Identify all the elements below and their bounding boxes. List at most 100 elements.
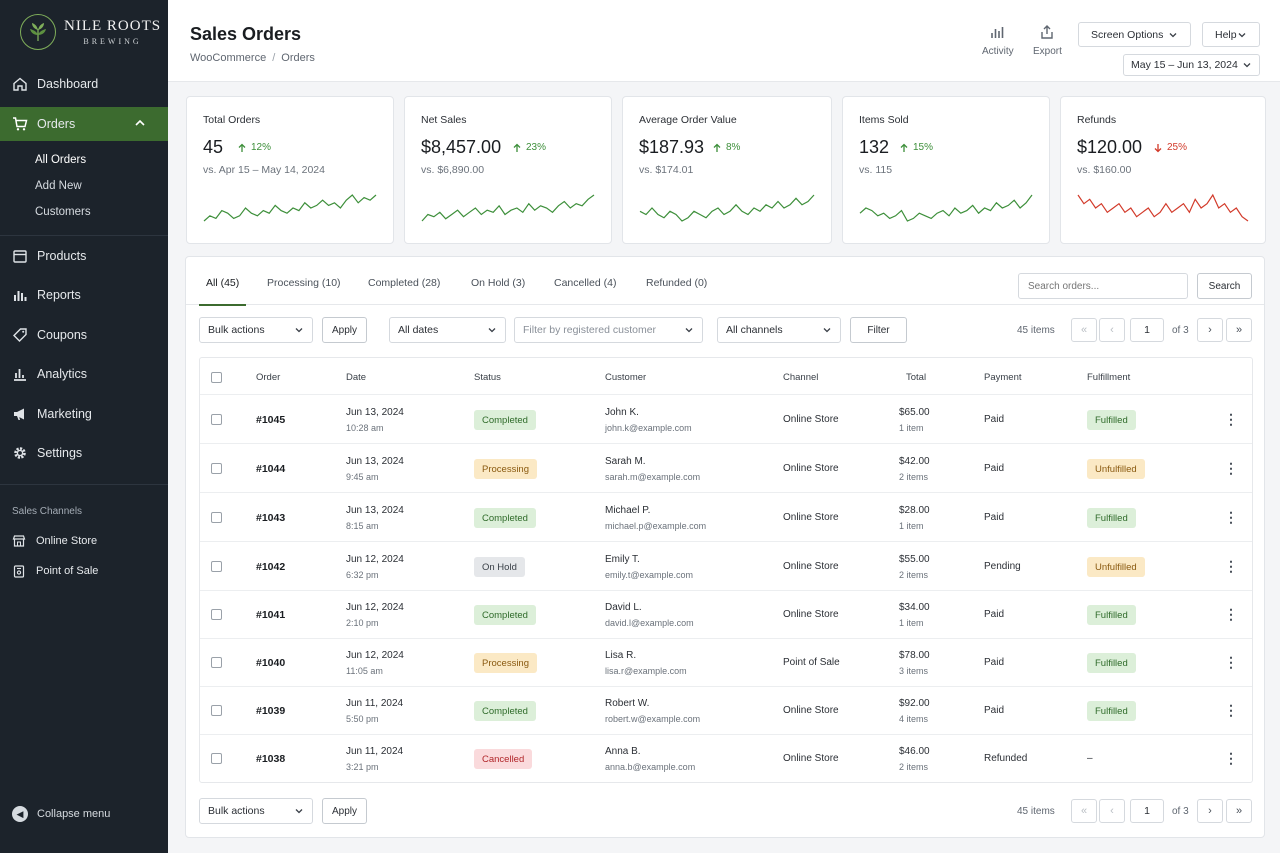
first-page-button[interactable]: «: [1071, 318, 1097, 342]
row-checkbox[interactable]: [211, 753, 222, 764]
sidebar-item-reports[interactable]: Reports: [0, 278, 168, 312]
row-checkbox[interactable]: [211, 609, 222, 620]
sidebar-item-dashboard[interactable]: Dashboard: [0, 67, 168, 101]
first-page-button-bottom[interactable]: «: [1071, 799, 1097, 823]
tab-all[interactable]: All (45): [206, 277, 240, 289]
tab-on-hold[interactable]: On Hold (3): [471, 277, 526, 289]
row-actions-kebab-icon[interactable]: ⋮: [1224, 558, 1238, 574]
customer-name[interactable]: Lisa R.: [605, 650, 637, 661]
next-page-button-bottom[interactable]: ›: [1197, 799, 1223, 823]
bulk-actions-select-bottom[interactable]: Bulk actions: [199, 798, 313, 824]
apply-button-bottom[interactable]: Apply: [322, 798, 367, 824]
sidebar-item-coupons[interactable]: Coupons: [0, 318, 168, 352]
channel-online-store[interactable]: Online Store: [12, 534, 97, 548]
sidebar-item-marketing[interactable]: Marketing: [0, 397, 168, 431]
last-page-button[interactable]: »: [1226, 318, 1252, 342]
row-checkbox[interactable]: [211, 512, 222, 523]
tab-processing[interactable]: Processing (10): [267, 277, 341, 289]
customer-name[interactable]: Emily T.: [605, 554, 640, 565]
table-row[interactable]: #1042 Jun 12, 2024 6:32 pm On Hold Emily T. e…: [200, 541, 1252, 590]
sidebar-subitem-add-new[interactable]: Add New: [35, 180, 82, 192]
table-row[interactable]: #1045 Jun 13, 2024 10:28 am Completed John K…: [200, 394, 1252, 444]
help-button[interactable]: Help: [1202, 22, 1260, 47]
row-actions-kebab-icon[interactable]: ⋮: [1224, 702, 1238, 718]
row-actions-kebab-icon[interactable]: ⋮: [1224, 460, 1238, 476]
table-row[interactable]: #1040 Jun 12, 2024 11:05 am Processing Lisa …: [200, 638, 1252, 686]
stat-card-refunds[interactable]: Refunds $120.00 25% vs. $160.00: [1060, 96, 1266, 244]
screen-options-button[interactable]: Screen Options: [1078, 22, 1191, 47]
activity-button[interactable]: Activity: [982, 24, 1014, 57]
order-link[interactable]: #1044: [256, 463, 286, 475]
column-header-order[interactable]: Order: [256, 372, 281, 383]
column-header-customer[interactable]: Customer: [605, 372, 647, 383]
order-link[interactable]: #1039: [256, 705, 286, 717]
search-button[interactable]: Search: [1197, 273, 1252, 299]
sidebar-item-orders[interactable]: Orders: [0, 107, 168, 141]
row-actions-kebab-icon[interactable]: ⋮: [1224, 750, 1238, 766]
order-link[interactable]: #1045: [256, 414, 286, 426]
search-input[interactable]: [1018, 273, 1188, 299]
next-page-button[interactable]: ›: [1197, 318, 1223, 342]
sidebar-subitem-customers[interactable]: Customers: [35, 206, 91, 218]
prev-page-button-bottom[interactable]: ‹: [1099, 799, 1125, 823]
customer-name[interactable]: Michael P.: [605, 505, 651, 516]
page-input-bottom[interactable]: 1: [1130, 799, 1164, 823]
filter-button[interactable]: Filter: [850, 317, 907, 343]
dates-select[interactable]: All dates: [389, 317, 506, 343]
channels-select[interactable]: All channels: [717, 317, 841, 343]
sidebar-item-analytics[interactable]: Analytics: [0, 357, 168, 391]
stat-card-items-sold[interactable]: Items Sold 132 15% vs. 115: [842, 96, 1050, 244]
collapse-menu-button[interactable]: ◀ Collapse menu: [12, 806, 110, 822]
row-checkbox[interactable]: [211, 463, 222, 474]
order-link[interactable]: #1040: [256, 657, 286, 669]
row-actions-kebab-icon[interactable]: ⋮: [1224, 606, 1238, 622]
customer-filter-select[interactable]: Filter by registered customer: [514, 317, 703, 343]
customer-name[interactable]: Robert W.: [605, 698, 650, 709]
column-header-payment[interactable]: Payment: [984, 372, 1022, 383]
page-input[interactable]: 1: [1130, 318, 1164, 342]
column-header-status[interactable]: Status: [474, 372, 501, 383]
row-checkbox[interactable]: [211, 705, 222, 716]
prev-page-button[interactable]: ‹: [1099, 318, 1125, 342]
export-button[interactable]: Export: [1033, 24, 1062, 57]
chevron-up-icon[interactable]: [133, 116, 147, 130]
tab-refunded[interactable]: Refunded (0): [646, 277, 708, 289]
row-checkbox[interactable]: [211, 414, 222, 425]
row-actions-kebab-icon[interactable]: ⋮: [1224, 654, 1238, 670]
order-link[interactable]: #1043: [256, 512, 286, 524]
customer-name[interactable]: John K.: [605, 407, 639, 418]
breadcrumb-item[interactable]: WooCommerce: [190, 52, 267, 64]
column-header-channel[interactable]: Channel: [783, 372, 819, 383]
table-row[interactable]: #1038 Jun 11, 2024 3:21 pm Cancelled Anna B.…: [200, 734, 1252, 782]
customer-name[interactable]: David L.: [605, 602, 642, 613]
stat-card-average-order-value[interactable]: Average Order Value $187.93 8% vs. $174.…: [622, 96, 832, 244]
tab-completed[interactable]: Completed (28): [368, 277, 441, 289]
customer-name[interactable]: Sarah M.: [605, 456, 646, 467]
sidebar-item-products[interactable]: Products: [0, 239, 168, 273]
order-link[interactable]: #1042: [256, 561, 286, 573]
column-header-date[interactable]: Date: [346, 372, 367, 383]
column-header-fulfillment[interactable]: Fulfillment: [1087, 372, 1131, 383]
date-range-picker[interactable]: May 15 – Jun 13, 2024: [1123, 54, 1260, 76]
customer-name[interactable]: Anna B.: [605, 746, 641, 757]
row-checkbox[interactable]: [211, 561, 222, 572]
select-all-checkbox[interactable]: [211, 372, 222, 383]
last-page-button-bottom[interactable]: »: [1226, 799, 1252, 823]
stat-card-net-sales[interactable]: Net Sales $8,457.00 23% vs. $6,890.00: [404, 96, 612, 244]
sidebar-subitem-all-orders[interactable]: All Orders: [35, 154, 87, 166]
tab-cancelled[interactable]: Cancelled (4): [554, 277, 617, 289]
order-link[interactable]: #1041: [256, 609, 286, 621]
table-row[interactable]: #1043 Jun 13, 2024 8:15 am Completed Michael…: [200, 492, 1252, 541]
table-row[interactable]: #1044 Jun 13, 2024 9:45 am Processing Sarah …: [200, 443, 1252, 492]
stat-card-total-orders[interactable]: Total Orders 45 12% vs. Apr 15 – May 14,…: [186, 96, 394, 244]
column-header-total[interactable]: Total: [906, 372, 927, 383]
apply-button[interactable]: Apply: [322, 317, 367, 343]
table-row[interactable]: #1039 Jun 11, 2024 5:50 pm Completed Robert …: [200, 686, 1252, 734]
brand[interactable]: NILE ROOTS BREWING: [20, 14, 161, 50]
channel-point-of-sale[interactable]: Point of Sale: [12, 564, 98, 578]
order-link[interactable]: #1038: [256, 753, 286, 765]
sidebar-item-settings[interactable]: Settings: [0, 436, 168, 470]
row-checkbox[interactable]: [211, 657, 222, 668]
table-row[interactable]: #1041 Jun 12, 2024 2:10 pm Completed David L…: [200, 590, 1252, 638]
bulk-actions-select[interactable]: Bulk actions: [199, 317, 313, 343]
